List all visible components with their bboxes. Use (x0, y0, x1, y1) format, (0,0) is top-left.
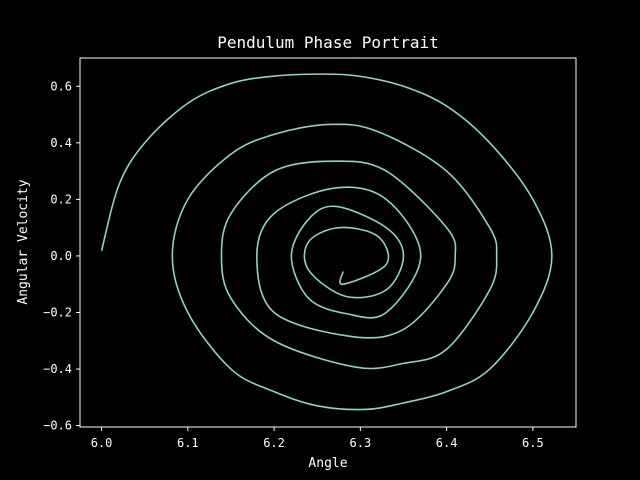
x-tick-label: 6.0 (91, 436, 113, 450)
y-tick-label: 0.0 (50, 249, 72, 263)
y-tick-label: 0.6 (50, 79, 72, 93)
x-tick-label: 6.4 (436, 436, 458, 450)
x-axis-ticks: 6.0 6.1 6.2 6.3 6.4 6.5 (91, 427, 544, 450)
x-tick-label: 6.2 (263, 436, 285, 450)
y-axis-ticks: −0.6 −0.4 −0.2 0.0 0.2 0.4 0.6 (43, 79, 80, 433)
x-axis-label: Angle (308, 456, 347, 471)
y-tick-label: −0.2 (43, 305, 72, 319)
x-tick-label: 6.1 (177, 436, 199, 450)
x-tick-label: 6.3 (350, 436, 372, 450)
y-axis-label: Angular Velocity (16, 179, 31, 304)
chart-title: Pendulum Phase Portrait (217, 33, 439, 52)
series-layer (100, 73, 553, 411)
series-line-0 (100, 73, 553, 411)
y-tick-label: −0.4 (43, 362, 72, 376)
x-tick-label: 6.5 (522, 436, 544, 450)
y-tick-label: 0.4 (50, 136, 72, 150)
y-tick-label: 0.2 (50, 192, 72, 206)
plot-area (79, 57, 577, 428)
y-tick-label: −0.6 (43, 419, 72, 433)
